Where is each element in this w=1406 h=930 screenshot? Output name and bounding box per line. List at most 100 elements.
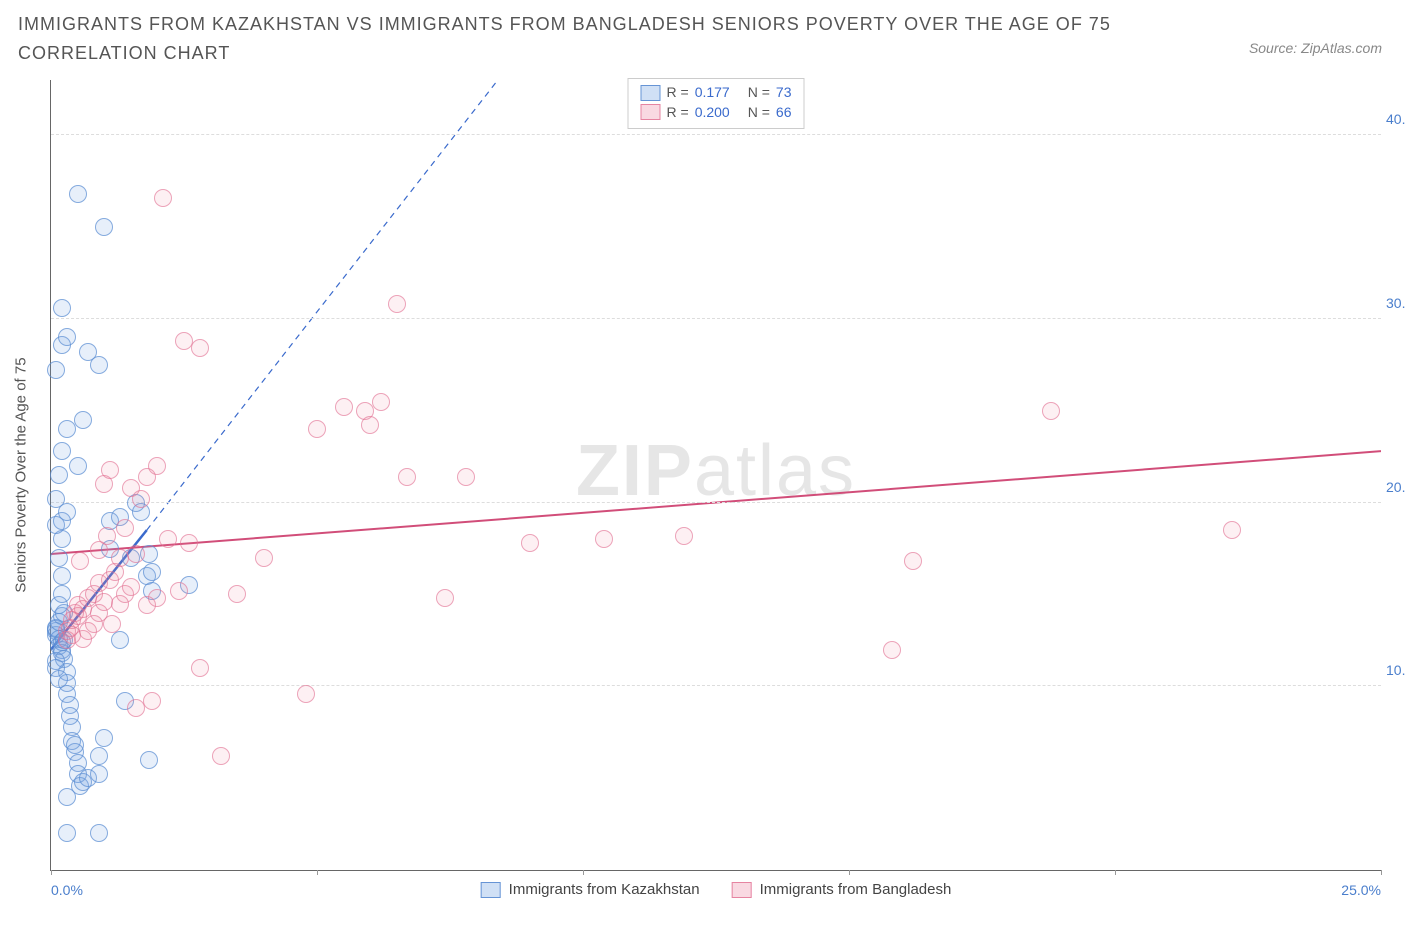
data-point (127, 545, 145, 563)
data-point (116, 519, 134, 537)
source-attribution: Source: ZipAtlas.com (1249, 40, 1382, 56)
legend-swatch-icon (641, 104, 661, 120)
data-point (904, 552, 922, 570)
data-point (122, 578, 140, 596)
chart-title: IMMIGRANTS FROM KAZAKHSTAN VS IMMIGRANTS… (18, 10, 1246, 68)
data-point (50, 670, 68, 688)
data-point (436, 589, 454, 607)
x-tick-mark (849, 870, 850, 875)
data-point (90, 765, 108, 783)
data-point (90, 747, 108, 765)
data-point (388, 295, 406, 313)
legend-row: R = 0.177 N = 73 (641, 83, 792, 103)
data-point (457, 468, 475, 486)
data-point (170, 582, 188, 600)
data-point (361, 416, 379, 434)
data-point (255, 549, 273, 567)
trend-line-extrapolated (147, 80, 498, 530)
x-tick-label: 0.0% (51, 882, 83, 898)
data-point (297, 685, 315, 703)
data-point (148, 457, 166, 475)
data-point (143, 563, 161, 581)
data-point (212, 747, 230, 765)
data-point (66, 736, 84, 754)
x-tick-mark (317, 870, 318, 875)
legend-n-label: N = (748, 103, 770, 123)
data-point (58, 824, 76, 842)
data-point (53, 299, 71, 317)
data-point (132, 490, 150, 508)
y-tick-label: 30.0% (1386, 295, 1406, 311)
x-tick-label: 25.0% (1341, 882, 1381, 898)
legend-item: Immigrants from Bangladesh (732, 881, 952, 898)
legend-series-label: Immigrants from Bangladesh (760, 881, 952, 898)
correlation-legend: R = 0.177 N = 73 R = 0.200 N = 66 (628, 78, 805, 129)
data-point (58, 328, 76, 346)
data-point (335, 398, 353, 416)
data-point (111, 631, 129, 649)
data-point (143, 692, 161, 710)
watermark: ZIPatlas (576, 430, 856, 512)
data-point (521, 534, 539, 552)
data-point (372, 393, 390, 411)
data-point (47, 361, 65, 379)
legend-swatch-icon (732, 882, 752, 898)
legend-r-label: R = (667, 83, 689, 103)
scatter-plot-area: ZIPatlas Seniors Poverty Over the Age of… (50, 80, 1381, 871)
legend-item: Immigrants from Kazakhstan (481, 881, 700, 898)
data-point (69, 457, 87, 475)
data-point (50, 466, 68, 484)
trend-lines-svg (51, 80, 1381, 870)
data-point (69, 185, 87, 203)
x-tick-mark (1381, 870, 1382, 875)
data-point (95, 218, 113, 236)
legend-r-label: R = (667, 103, 689, 123)
data-point (71, 552, 89, 570)
chart-page: IMMIGRANTS FROM KAZAKHSTAN VS IMMIGRANTS… (0, 0, 1406, 930)
data-point (101, 461, 119, 479)
y-tick-label: 40.0% (1386, 111, 1406, 127)
data-point (58, 788, 76, 806)
data-point (154, 189, 172, 207)
y-axis-label: Seniors Poverty Over the Age of 75 (13, 357, 30, 592)
data-point (98, 527, 116, 545)
legend-n-value: 66 (776, 103, 792, 123)
x-tick-mark (1115, 870, 1116, 875)
data-point (595, 530, 613, 548)
gridline (51, 134, 1381, 135)
data-point (53, 585, 71, 603)
gridline (51, 318, 1381, 319)
data-point (1223, 521, 1241, 539)
data-point (191, 339, 209, 357)
data-point (140, 751, 158, 769)
data-point (103, 615, 121, 633)
data-point (53, 442, 71, 460)
data-point (95, 729, 113, 747)
data-point (191, 659, 209, 677)
legend-swatch-icon (641, 85, 661, 101)
data-point (1042, 402, 1060, 420)
legend-r-value: 0.177 (695, 83, 730, 103)
data-point (58, 420, 76, 438)
series-legend: Immigrants from Kazakhstan Immigrants fro… (481, 881, 952, 898)
data-point (308, 420, 326, 438)
legend-n-value: 73 (776, 83, 792, 103)
gridline (51, 502, 1381, 503)
data-point (90, 824, 108, 842)
legend-swatch-icon (481, 882, 501, 898)
data-point (74, 411, 92, 429)
legend-n-label: N = (748, 83, 770, 103)
data-point (675, 527, 693, 545)
gridline (51, 685, 1381, 686)
legend-row: R = 0.200 N = 66 (641, 103, 792, 123)
watermark-atlas: atlas (694, 431, 856, 511)
data-point (148, 589, 166, 607)
y-tick-label: 20.0% (1386, 479, 1406, 495)
data-point (883, 641, 901, 659)
data-point (47, 490, 65, 508)
watermark-zip: ZIP (576, 431, 694, 511)
x-tick-mark (51, 870, 52, 875)
data-point (159, 530, 177, 548)
data-point (180, 534, 198, 552)
legend-r-value: 0.200 (695, 103, 730, 123)
